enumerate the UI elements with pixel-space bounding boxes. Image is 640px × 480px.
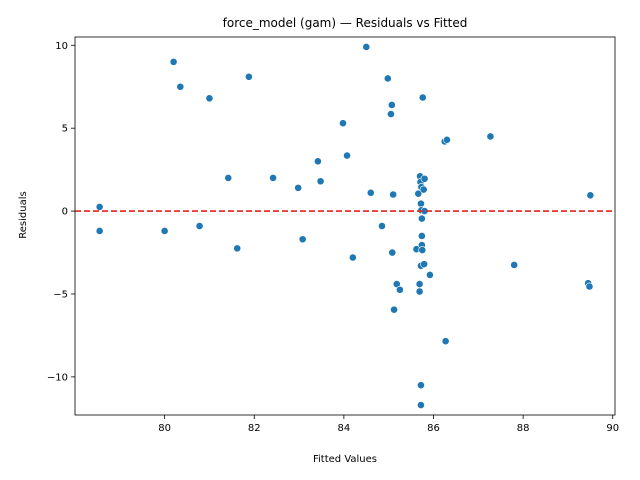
data-point <box>415 280 424 288</box>
x-tick-label: 82 <box>248 423 261 434</box>
data-point <box>366 188 375 197</box>
plot-frame <box>74 36 616 416</box>
data-point <box>348 253 357 262</box>
data-point <box>316 177 325 186</box>
data-point <box>417 401 425 409</box>
data-point <box>378 222 386 230</box>
data-point <box>95 203 104 211</box>
x-tick-label: 80 <box>158 423 171 434</box>
data-point <box>195 222 204 230</box>
data-point <box>417 214 426 223</box>
data-point <box>224 174 233 182</box>
x-tick-label: 84 <box>338 423 351 434</box>
data-point <box>418 246 427 254</box>
data-point <box>383 74 392 83</box>
data-point <box>417 232 426 240</box>
chart-title: force_model (gam) — Residuals vs Fitted <box>223 16 468 30</box>
data-point <box>313 157 322 166</box>
data-point <box>585 282 594 291</box>
y-tick-label: 5 <box>62 124 68 135</box>
data-point <box>362 43 371 51</box>
data-point <box>420 174 429 183</box>
data-point <box>586 191 595 200</box>
data-point <box>233 244 242 253</box>
data-point <box>343 151 351 160</box>
data-point <box>390 305 398 314</box>
plot-area: 80 82 84 86 88 90 −10 −5 0 5 10 <box>47 36 619 434</box>
data-point <box>388 248 397 257</box>
x-tick-label: 86 <box>427 423 440 434</box>
data-point <box>160 227 169 235</box>
y-tick-label: 0 <box>62 207 68 218</box>
data-point <box>339 119 347 128</box>
y-tick-label: −10 <box>47 372 68 383</box>
data-point <box>269 174 277 182</box>
data-point <box>389 190 398 199</box>
x-tick-label: 88 <box>517 423 530 434</box>
x-tick-label: 90 <box>606 423 619 434</box>
data-point <box>387 110 395 118</box>
data-point <box>420 260 428 269</box>
data-point <box>426 271 434 279</box>
data-point <box>414 189 423 198</box>
data-point <box>244 72 253 81</box>
y-tick-label: −5 <box>53 289 68 300</box>
data-point <box>298 235 307 244</box>
data-point <box>294 183 303 192</box>
data-point <box>443 135 451 144</box>
data-point <box>441 337 450 346</box>
y-tick-label: 10 <box>55 41 68 52</box>
data-point <box>387 101 396 109</box>
data-point <box>486 132 495 141</box>
data-point <box>417 381 425 390</box>
data-point <box>395 285 404 294</box>
data-point <box>95 227 104 235</box>
data-point <box>169 57 178 66</box>
data-point <box>176 82 185 91</box>
data-point <box>510 261 519 269</box>
data-point <box>415 287 424 296</box>
data-point <box>419 185 428 194</box>
data-point <box>205 94 214 103</box>
y-axis-label: Residuals <box>18 191 29 238</box>
data-point <box>417 199 425 208</box>
data-point <box>418 93 427 102</box>
x-axis-label: Fitted Values <box>313 454 377 465</box>
